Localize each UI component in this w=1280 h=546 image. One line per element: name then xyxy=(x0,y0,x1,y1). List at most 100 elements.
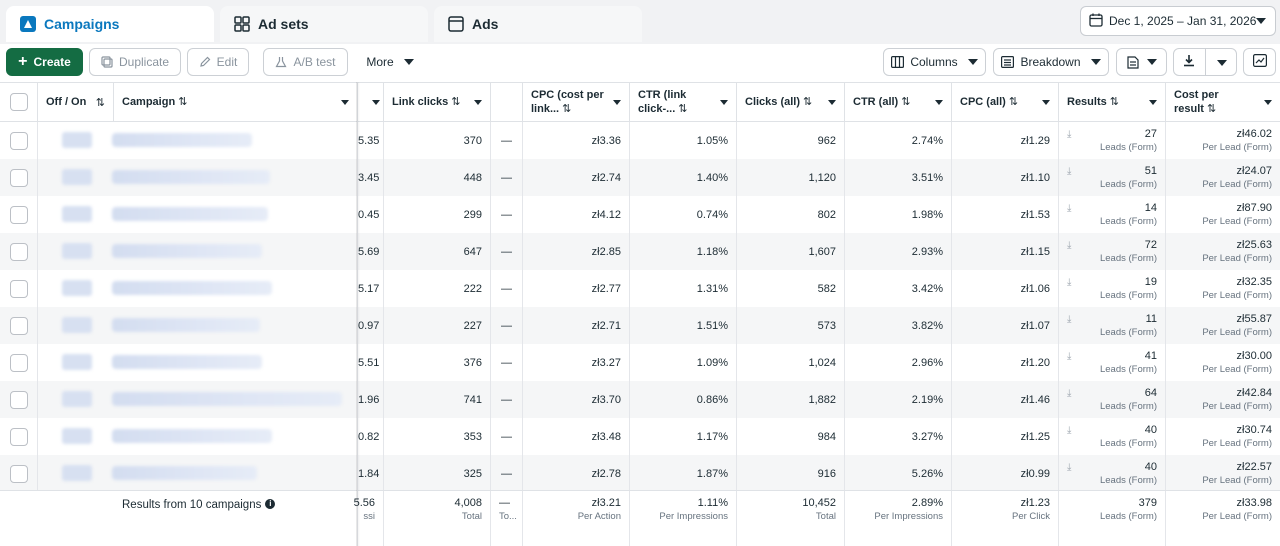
sort-icon[interactable]: ⇅ xyxy=(1008,96,1019,108)
row-link-clicks-cell: 325 xyxy=(384,455,491,492)
redacted-toggle[interactable] xyxy=(62,317,92,333)
header-link-clicks-label: Link clicks ⇅ xyxy=(392,96,461,108)
row-cost-value: zł46.02 xyxy=(1236,127,1272,140)
table-row[interactable]: 5.35 370 — zł3.36 1.05% 962 2.74% zł1.29 ⤓ 27 Lead… xyxy=(0,122,1280,159)
table-row[interactable]: 0.45 299 — zł4.12 0.74% 802 1.98% zł1.53 ⤓ 14 Lead… xyxy=(0,196,1280,233)
redacted-toggle[interactable] xyxy=(62,354,92,370)
edit-button[interactable]: Edit xyxy=(187,48,249,76)
header-cpc-link[interactable]: CPC (cost per link... ⇅ xyxy=(523,82,630,122)
sort-icon[interactable]: ⇅ xyxy=(1109,96,1119,108)
redacted-toggle[interactable] xyxy=(62,206,92,222)
header-clicks-all[interactable]: Clicks (all) ⇅ xyxy=(737,82,845,122)
sort-icon[interactable]: ⇅ xyxy=(678,103,688,115)
row-cost-sub: Per Lead (Form) xyxy=(1202,437,1272,449)
info-icon[interactable]: i xyxy=(265,499,276,509)
select-all-checkbox[interactable] xyxy=(9,93,28,111)
redacted-campaign-name[interactable] xyxy=(112,133,252,147)
chevron-down-icon[interactable] xyxy=(474,99,482,105)
chevron-down-icon[interactable] xyxy=(613,99,621,105)
chevron-down-icon[interactable] xyxy=(372,99,380,105)
chevron-down-icon[interactable] xyxy=(935,99,943,105)
sort-icon[interactable]: ⇅ xyxy=(901,96,911,108)
ab-test-button[interactable]: A/B test xyxy=(263,48,348,76)
redacted-toggle[interactable] xyxy=(62,243,92,259)
header-cpc-all[interactable]: CPC (all) ⇅ xyxy=(952,82,1059,122)
table-row[interactable]: 5.69 647 — zł2.85 1.18% 1,607 2.93% zł1.15 ⤓ 72 Le… xyxy=(0,233,1280,270)
sort-icon[interactable]: ⇅ xyxy=(451,96,461,108)
row-checkbox[interactable] xyxy=(9,205,28,224)
header-ctr-link[interactable]: CTR (link click-... ⇅ xyxy=(630,82,737,122)
row-checkbox[interactable] xyxy=(9,242,28,261)
header-ctr-all[interactable]: CTR (all) ⇅ xyxy=(845,82,952,122)
redacted-campaign-name[interactable] xyxy=(112,170,270,184)
row-dash-value: — xyxy=(501,245,512,258)
row-checkbox[interactable] xyxy=(9,464,28,483)
date-range-picker[interactable]: Dec 1, 2025 – Jan 31, 2026 xyxy=(1080,6,1276,36)
row-checkbox[interactable] xyxy=(9,427,28,446)
chevron-down-icon[interactable] xyxy=(1149,99,1157,105)
table-row[interactable]: 1.96 741 — zł3.70 0.86% 1,882 2.19% zł1.46 ⤓ 64 Le… xyxy=(0,381,1280,418)
redacted-toggle[interactable] xyxy=(62,465,92,481)
sort-icon[interactable]: ⇅ xyxy=(803,96,813,108)
chevron-down-icon[interactable] xyxy=(828,99,836,105)
table-row[interactable]: 1.84 325 — zł2.78 1.87% 916 5.26% zł0.99 ⤓ 40 Lead… xyxy=(0,455,1280,492)
tab-ads[interactable]: Ads xyxy=(434,6,642,42)
tab-campaigns[interactable]: Campaigns xyxy=(6,6,214,42)
redacted-campaign-name[interactable] xyxy=(112,392,342,406)
more-button[interactable]: More xyxy=(358,48,422,76)
table-row[interactable]: 0.97 227 — zł2.71 1.51% 573 3.82% zł1.07 ⤓ 11 Lead… xyxy=(0,307,1280,344)
redacted-toggle[interactable] xyxy=(62,280,92,296)
create-button[interactable]: + Create xyxy=(6,48,83,76)
row-checkbox[interactable] xyxy=(9,131,28,150)
redacted-toggle[interactable] xyxy=(62,132,92,148)
header-campaign[interactable]: Campaign ⇅ xyxy=(114,82,358,122)
row-checkbox[interactable] xyxy=(9,168,28,187)
chart-toggle-button[interactable] xyxy=(1243,48,1276,76)
row-checkbox[interactable] xyxy=(9,353,28,372)
row-cost-sub: Per Lead (Form) xyxy=(1202,289,1272,301)
sort-icon[interactable]: ⇅ xyxy=(95,96,105,109)
redacted-toggle[interactable] xyxy=(62,169,92,185)
chevron-down-icon[interactable] xyxy=(1042,99,1050,105)
breakdown-button[interactable]: Breakdown xyxy=(993,48,1109,76)
reports-button[interactable] xyxy=(1116,48,1167,76)
sort-icon[interactable]: ⇅ xyxy=(1206,103,1217,115)
sort-icon[interactable]: ⇅ xyxy=(178,96,188,108)
redacted-campaign-name[interactable] xyxy=(112,281,272,295)
header-dash-column[interactable] xyxy=(491,82,523,122)
redacted-campaign-name[interactable] xyxy=(112,429,272,443)
row-checkbox[interactable] xyxy=(9,279,28,298)
row-checkbox[interactable] xyxy=(9,316,28,335)
chevron-down-icon[interactable] xyxy=(341,99,349,105)
redacted-toggle[interactable] xyxy=(62,428,92,444)
redacted-campaign-name[interactable] xyxy=(112,318,260,332)
summary-link-clicks: 4,008 Total xyxy=(384,491,491,546)
redacted-campaign-name[interactable] xyxy=(112,466,257,480)
table-row[interactable]: 5.17 222 — zł2.77 1.31% 582 3.42% zł1.06 ⤓ 19 Lead… xyxy=(0,270,1280,307)
tab-ad-sets[interactable]: Ad sets xyxy=(220,6,428,42)
table-row[interactable]: 5.51 376 — zł3.27 1.09% 1,024 2.96% zł1.20 ⤓ 41 Le… xyxy=(0,344,1280,381)
redacted-campaign-name[interactable] xyxy=(112,244,262,258)
redacted-toggle[interactable] xyxy=(62,391,92,407)
header-off-on[interactable]: Off / On ⇅ xyxy=(38,82,114,122)
chevron-down-icon[interactable] xyxy=(1264,99,1272,105)
summary-link-clicks-sub: Total xyxy=(461,511,482,522)
row-link-clicks-cell: 353 xyxy=(384,418,491,455)
header-results[interactable]: Results ⇅ xyxy=(1059,82,1166,122)
sort-icon[interactable]: ⇅ xyxy=(562,103,572,115)
table-row[interactable]: 0.82 353 — zł3.48 1.17% 984 3.27% zł1.25 ⤓ 40 Lead… xyxy=(0,418,1280,455)
table-row[interactable]: 3.45 448 — zł2.74 1.40% 1,120 3.51% zł1.10 ⤓ 51 Le… xyxy=(0,159,1280,196)
redacted-campaign-name[interactable] xyxy=(112,207,268,221)
row-campaign-name-cell xyxy=(112,233,358,270)
duplicate-button[interactable]: Duplicate xyxy=(89,48,181,76)
columns-button[interactable]: Columns xyxy=(883,48,986,76)
chevron-down-icon[interactable] xyxy=(1217,60,1227,66)
redacted-campaign-name[interactable] xyxy=(112,355,262,369)
header-link-clicks[interactable]: Link clicks ⇅ xyxy=(384,82,491,122)
chevron-down-icon[interactable] xyxy=(720,99,728,105)
row-checkbox[interactable] xyxy=(9,390,28,409)
header-cost-per-result[interactable]: Cost per result ⇅ xyxy=(1166,82,1280,122)
row-clicks-all-cell: 1,120 xyxy=(737,159,845,196)
export-button[interactable] xyxy=(1173,48,1237,76)
header-partial-column[interactable] xyxy=(358,82,384,122)
